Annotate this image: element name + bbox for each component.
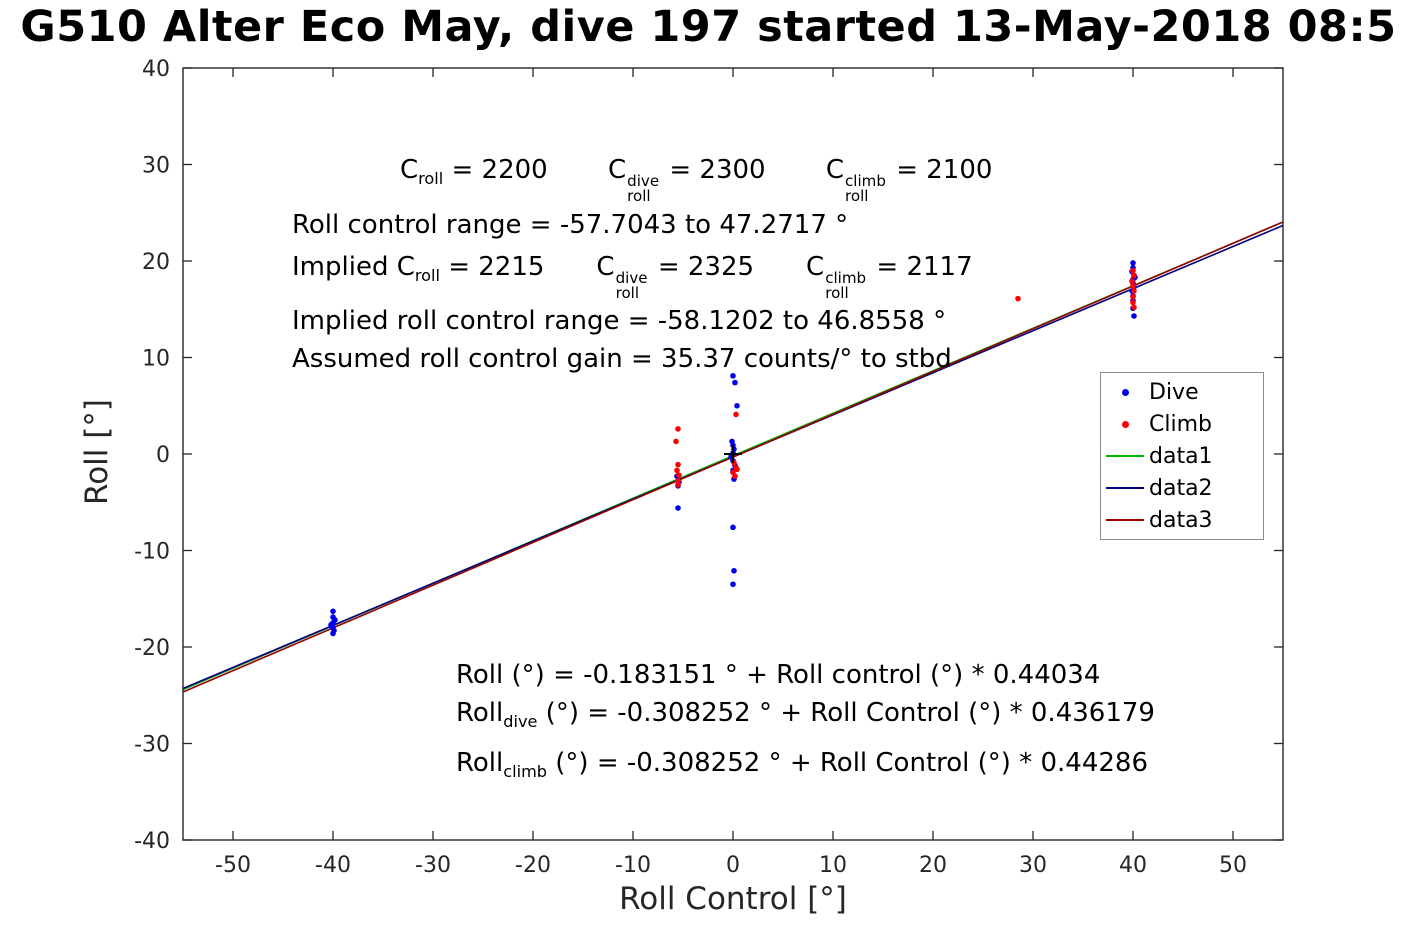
annotation-text: Assumed roll control gain = 35.37 counts… (292, 344, 952, 374)
annotation-text: Rollclimb (°) = -0.308252 ° + Roll Contr… (456, 748, 1148, 782)
scatter-point-climb (1129, 278, 1135, 285)
scatter-point-climb (734, 466, 740, 473)
y-tick-label: 30 (142, 154, 170, 179)
y-tick-label: 20 (142, 250, 170, 275)
y-tick-label: 10 (142, 347, 170, 372)
scatter-point-dive (730, 373, 736, 379)
scatter-point-climb (675, 461, 681, 468)
x-tick-label: 0 (726, 853, 740, 878)
y-axis-label: Roll [°] (79, 399, 115, 505)
legend-line-marker-icon (1101, 455, 1149, 457)
x-tick-label: 30 (1019, 853, 1047, 878)
y-tick-label: -20 (134, 636, 170, 661)
annotation-text: Roll (°) = -0.183151 ° + Roll control (°… (456, 660, 1101, 690)
legend-line-marker-icon (1101, 519, 1149, 521)
scatter-point-climb (732, 473, 738, 479)
scatter-point-dive (330, 608, 336, 615)
legend-entry: data1 (1101, 440, 1263, 472)
y-tick-label: -30 (134, 733, 170, 758)
legend-dot-marker-icon (1101, 388, 1149, 396)
legend: Dive Climb data1 data2 data3 (1100, 372, 1264, 540)
x-tick-label: -50 (215, 853, 251, 878)
scatter-point-climb (1130, 299, 1136, 306)
scatter-point-dive (330, 630, 336, 637)
legend-label: Dive (1149, 379, 1199, 405)
scatter-point-climb (674, 467, 680, 474)
x-tick-label: 40 (1119, 853, 1147, 878)
y-tick-label: -10 (134, 540, 170, 565)
x-tick-label: -40 (315, 853, 351, 878)
scatter-point-climb (733, 411, 739, 418)
scatter-point-climb (675, 478, 681, 484)
y-tick-label: -40 (134, 829, 170, 854)
scatter-point-climb (675, 426, 681, 432)
scatter-point-climb (1131, 288, 1137, 294)
x-tick-label: -10 (615, 853, 651, 878)
legend-entry: Climb (1101, 408, 1263, 440)
scatter-point-dive (732, 379, 738, 386)
scatter-point-climb (676, 472, 682, 479)
scatter-point-climb (1130, 293, 1136, 300)
scatter-point-climb (1130, 267, 1136, 274)
scatter-point-climb (1131, 304, 1137, 311)
y-tick-label: 0 (156, 443, 170, 468)
scatter-point-climb (673, 438, 679, 445)
scatter-point-climb (1015, 295, 1021, 302)
scatter-point-dive (730, 581, 736, 588)
x-tick-label: 10 (819, 853, 847, 878)
annotation-text: Roll control range = -57.7043 to 47.2717… (292, 210, 849, 240)
legend-dot-marker-icon (1101, 420, 1149, 428)
scatter-point-climb (675, 482, 681, 488)
legend-label: data3 (1149, 507, 1213, 533)
legend-label: Climb (1149, 411, 1212, 437)
legend-label: data2 (1149, 475, 1213, 501)
x-tick-label: 20 (919, 853, 947, 878)
scatter-point-climb (1130, 283, 1136, 289)
x-axis-label: Roll Control [°] (619, 881, 847, 917)
legend-line-marker-icon (1101, 487, 1149, 489)
legend-entry: data3 (1101, 504, 1263, 536)
legend-label: data1 (1149, 443, 1213, 469)
scatter-point-dive (675, 505, 681, 511)
chart-title-wrap: G510 Alter Eco May, dive 197 started 13-… (0, 0, 1417, 64)
y-tick-label: 40 (142, 57, 170, 82)
chart-title: G510 Alter Eco May, dive 197 started 13-… (20, 2, 1397, 52)
x-tick-label: -30 (415, 853, 451, 878)
legend-entry: Dive (1101, 376, 1263, 408)
scatter-point-dive (329, 623, 335, 630)
scatter-point-dive (1130, 260, 1136, 266)
scatter-point-dive (731, 567, 737, 574)
scatter-point-dive (730, 524, 736, 531)
legend-entry: data2 (1101, 472, 1263, 504)
x-tick-label: 50 (1219, 853, 1247, 878)
scatter-point-climb (1131, 272, 1137, 279)
annotation-text: Rolldive (°) = -0.308252 ° + Roll Contro… (456, 698, 1155, 732)
x-tick-label: -20 (515, 853, 551, 878)
scatter-point-dive (1131, 313, 1137, 319)
scatter-point-dive (734, 402, 740, 409)
annotation-text: Implied roll control range = -58.1202 to… (292, 306, 947, 336)
